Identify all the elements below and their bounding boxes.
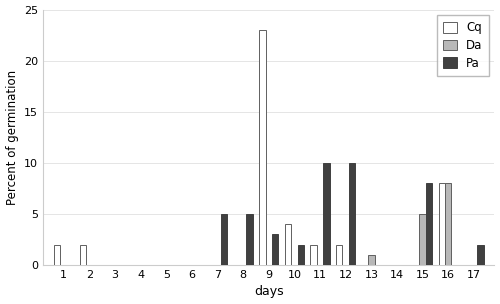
Bar [285, 224, 291, 265]
Bar [420, 214, 426, 265]
Bar [246, 214, 252, 265]
Legend: Cq, Da, Pa: Cq, Da, Pa [437, 16, 488, 76]
Bar [349, 163, 356, 265]
Y-axis label: Percent of germination: Percent of germination [6, 70, 18, 205]
Bar [54, 245, 60, 265]
Bar [298, 245, 304, 265]
Bar [438, 183, 445, 265]
Bar [336, 245, 342, 265]
Bar [368, 255, 374, 265]
Bar [310, 245, 317, 265]
Bar [477, 245, 484, 265]
Bar [426, 183, 432, 265]
Bar [80, 245, 86, 265]
Bar [445, 183, 452, 265]
Bar [220, 214, 227, 265]
X-axis label: days: days [254, 285, 284, 299]
Bar [259, 30, 266, 265]
Bar [272, 234, 278, 265]
Bar [324, 163, 330, 265]
